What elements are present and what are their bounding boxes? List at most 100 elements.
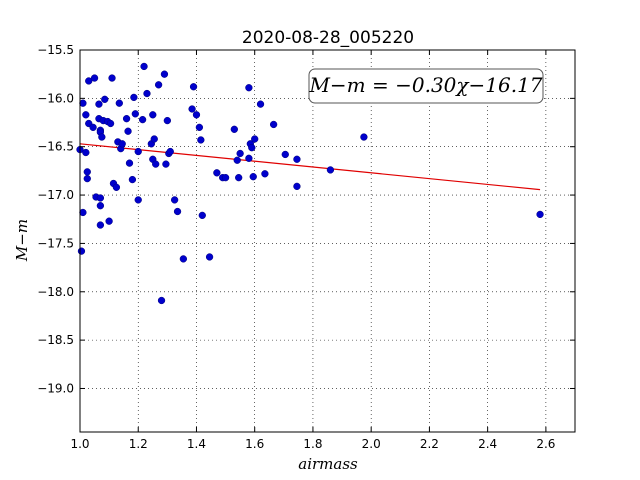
data-point (213, 169, 221, 177)
data-point (170, 196, 179, 204)
data-point (134, 196, 142, 204)
data-point (124, 127, 132, 135)
y-tick-label: −17.5 (37, 236, 74, 250)
data-point (96, 194, 105, 202)
data-point (162, 160, 170, 168)
data-point (261, 170, 269, 178)
data-point (150, 135, 158, 143)
grid (80, 50, 575, 432)
x-tick-label: 2.2 (420, 437, 439, 451)
data-point (83, 174, 91, 183)
data-point (85, 77, 93, 85)
data-point (157, 296, 166, 305)
data-point (96, 221, 105, 229)
data-point (195, 123, 204, 132)
data-point (108, 74, 116, 82)
fit-annotation: M−m = −0.30χ−16.17 (308, 68, 544, 104)
x-axis-label: airmass (298, 455, 358, 473)
x-tick-label: 1.8 (303, 437, 322, 451)
data-point (205, 253, 214, 261)
data-point (163, 116, 172, 125)
data-point (249, 173, 257, 181)
data-point (230, 125, 238, 133)
data-point (293, 155, 301, 163)
data-point (245, 154, 253, 162)
axis-ticks: 1.0 1.2 1.4 1.6 1.8 2.0 2.2 2.4 2.6 −15.5 −16.0 −16… (37, 43, 575, 451)
data-point (221, 174, 230, 182)
y-tick-label: −16.5 (37, 140, 74, 154)
data-point (248, 144, 256, 152)
y-tick-label: −19.0 (37, 381, 74, 395)
data-point (115, 99, 123, 107)
annotation-box (308, 68, 544, 104)
y-tick-label: −18.0 (37, 285, 74, 299)
data-point (173, 207, 182, 216)
data-point (131, 110, 139, 118)
data-point (90, 74, 99, 82)
data-point (140, 62, 148, 71)
data-point (106, 119, 115, 128)
data-point (122, 115, 131, 123)
data-point (360, 133, 368, 141)
data-point (143, 89, 151, 98)
x-tick-label: 2.4 (478, 437, 497, 451)
data-point (192, 111, 201, 119)
x-tick-label: 1.4 (187, 437, 206, 451)
y-tick-label: −15.5 (37, 43, 74, 57)
data-point (536, 210, 544, 219)
x-tick-label: 1.2 (129, 437, 148, 451)
plot-frame (79, 49, 576, 433)
data-point (89, 123, 97, 132)
data-point (82, 148, 90, 157)
data-point (79, 99, 87, 107)
data-point (293, 182, 301, 191)
data-point (112, 183, 121, 191)
data-point (96, 202, 105, 210)
data-point (149, 111, 157, 119)
data-point (198, 211, 206, 220)
data-point (281, 150, 289, 159)
fit-equation: M−m = −0.30χ−16.17 (308, 73, 542, 97)
data-point (235, 174, 243, 182)
data-point (160, 70, 169, 78)
data-point (82, 111, 90, 119)
x-tick-label: 1.6 (245, 437, 264, 451)
data-point (188, 105, 196, 113)
data-point (326, 166, 335, 174)
data-point (233, 156, 241, 164)
data-point (245, 84, 253, 92)
y-tick-label: −17.0 (37, 188, 74, 202)
data-point (166, 147, 174, 156)
data-point (98, 133, 106, 141)
y-axis-label: M−m (13, 219, 31, 262)
data-point (95, 100, 103, 108)
data-point (138, 115, 147, 124)
y-tick-label: −16.0 (37, 91, 74, 105)
data-point (105, 217, 113, 225)
data-point (152, 160, 160, 168)
data-point (79, 208, 87, 217)
data-point (251, 135, 259, 143)
data-point (197, 136, 205, 144)
fit-line (79, 143, 541, 191)
chart-title: 2020-08-28_005220 (242, 28, 414, 48)
data-point (179, 255, 188, 263)
data-point (189, 83, 198, 91)
data-point (236, 149, 244, 158)
data-point (154, 81, 163, 89)
x-tick-label: 2.0 (362, 437, 381, 451)
data-point (125, 159, 134, 167)
x-tick-label: 1.0 (70, 437, 89, 451)
data-point (269, 120, 278, 129)
data-point (77, 247, 86, 255)
data-point (130, 93, 138, 102)
data-point (134, 147, 142, 156)
data-point (101, 95, 109, 103)
data-point (83, 168, 91, 176)
data-point (128, 175, 137, 184)
data-point (256, 100, 265, 108)
x-tick-label: 2.6 (536, 437, 555, 451)
y-tick-label: −18.5 (37, 333, 74, 347)
data-point (118, 140, 126, 148)
